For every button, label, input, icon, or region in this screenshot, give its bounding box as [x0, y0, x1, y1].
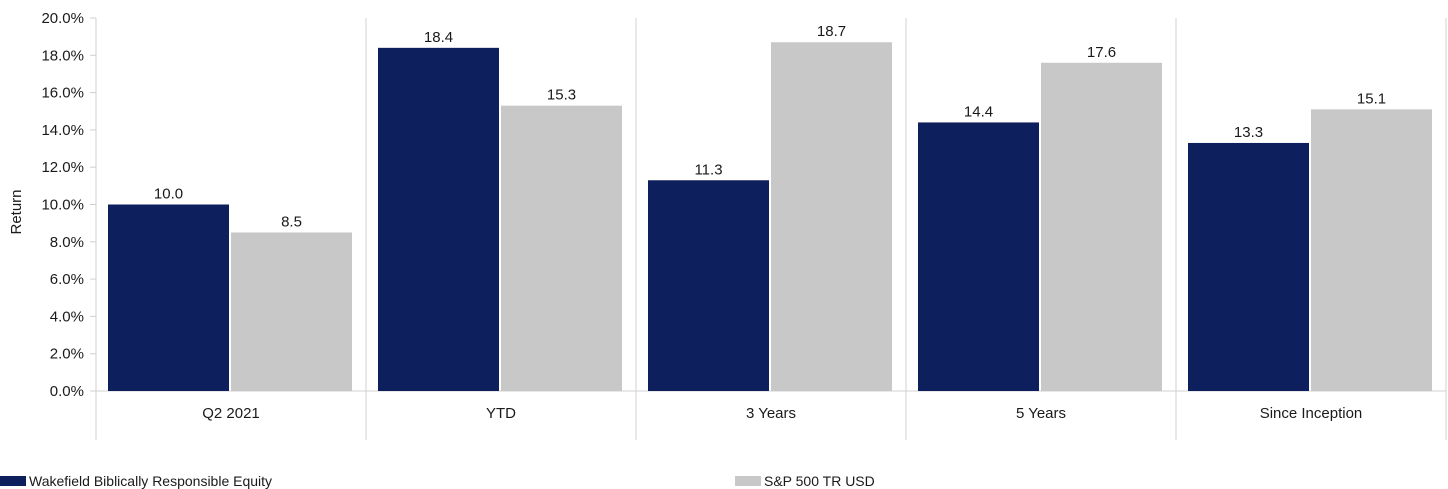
bar-series0-3 — [918, 122, 1039, 391]
y-tick-label: 12.0% — [41, 159, 84, 176]
legend-label-0: Wakefield Biblically Responsible Equity — [29, 472, 273, 489]
bar-series1-3 — [1041, 62, 1162, 391]
bar-series1-4 — [1311, 109, 1432, 391]
bar-series0-1 — [378, 47, 499, 392]
y-tick-label: 2.0% — [50, 346, 84, 363]
y-axis-label: Return — [8, 189, 25, 234]
bar-series0-2 — [648, 180, 769, 391]
x-axis-categories: Q2 2021 YTD 3 Years 5 Years Since Inception — [202, 405, 1362, 422]
data-labels: 10.0 8.5 18.4 15.3 11.3 18.7 14.4 17.6 13.3 15.1 — [154, 23, 1386, 230]
category-label: Since Inception — [1260, 405, 1363, 422]
data-label-series0-2: 11.3 — [694, 161, 722, 178]
y-tick-label: 14.0% — [41, 122, 84, 139]
y-tick-label: 16.0% — [41, 85, 84, 102]
legend-label-1: S&P 500 TR USD — [764, 472, 875, 489]
legend-swatch-0 — [0, 475, 26, 486]
category-label: YTD — [486, 405, 516, 422]
bar-series0-0 — [108, 204, 229, 391]
category-label: 5 Years — [1016, 405, 1066, 422]
legend-item-0: Wakefield Biblically Responsible Equity — [0, 472, 272, 489]
y-tick-label: 18.0% — [41, 47, 84, 64]
bar-series1-1 — [501, 105, 622, 391]
y-tick-label: 0.0% — [50, 383, 84, 400]
data-label-series1-3: 17.6 — [1087, 44, 1116, 61]
y-tick-label: 6.0% — [50, 271, 84, 288]
legend-item-1: S&P 500 TR USD — [735, 472, 875, 489]
bar-series0-4 — [1188, 142, 1309, 391]
data-label-series0-4: 13.3 — [1234, 124, 1263, 141]
bar-series1-2 — [771, 42, 892, 392]
data-label-series0-0: 10.0 — [154, 186, 183, 203]
y-tick-label: 4.0% — [50, 308, 84, 325]
y-tick-label: 10.0% — [41, 197, 84, 214]
y-tick-label: 8.0% — [50, 234, 84, 251]
legend-swatch-1 — [735, 475, 761, 486]
y-tick-label: 20.0% — [41, 10, 84, 27]
bar-series1-0 — [231, 232, 352, 391]
data-label-series1-4: 15.1 — [1357, 90, 1386, 107]
bars — [108, 42, 1432, 392]
data-label-series1-1: 15.3 — [547, 87, 576, 104]
category-label: 3 Years — [746, 405, 796, 422]
data-label-series1-2: 18.7 — [817, 23, 846, 40]
y-axis-ticks: 0.0% 2.0% 4.0% 6.0% 8.0% 10.0% 12.0% 14.0% 16.0%… — [41, 10, 96, 400]
category-label: Q2 2021 — [202, 405, 260, 422]
data-label-series1-0: 8.5 — [281, 213, 302, 230]
data-label-series0-1: 18.4 — [424, 29, 453, 46]
data-label-series0-3: 14.4 — [964, 103, 993, 120]
